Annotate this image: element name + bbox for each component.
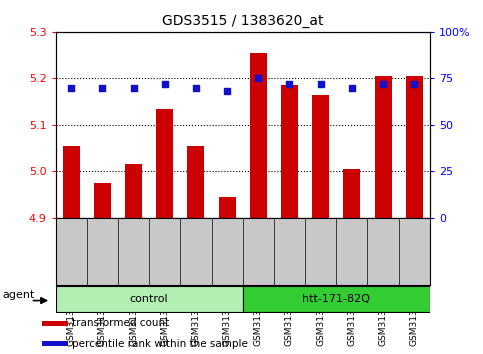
Point [67,85,75,91]
Text: control: control [130,294,169,304]
Point [99,85,106,91]
FancyBboxPatch shape [56,286,242,312]
Text: htt-171-82Q: htt-171-82Q [302,294,370,304]
Point [129,85,137,91]
Bar [187,146,204,218]
Point [161,81,169,87]
Bar [406,76,423,218]
Bar [218,197,236,218]
Point [285,81,293,87]
Point [348,85,356,91]
Bar [312,95,329,218]
Bar [281,85,298,218]
Point [192,85,200,91]
Text: percentile rank within the sample: percentile rank within the sample [72,339,248,349]
Bar [42,321,68,326]
FancyBboxPatch shape [242,286,430,312]
Text: transformed count: transformed count [72,319,169,329]
Bar [42,341,68,346]
Bar [156,109,173,218]
Bar [63,146,80,218]
Bar [343,169,360,218]
Point [223,88,231,94]
Point [317,81,325,87]
Bar [125,164,142,218]
Bar [374,76,392,218]
Title: GDS3515 / 1383620_at: GDS3515 / 1383620_at [162,14,324,28]
Bar [250,53,267,218]
Point [255,75,262,81]
Point [379,81,387,87]
Point [411,81,418,87]
Text: agent: agent [3,290,35,300]
Bar [94,183,111,218]
